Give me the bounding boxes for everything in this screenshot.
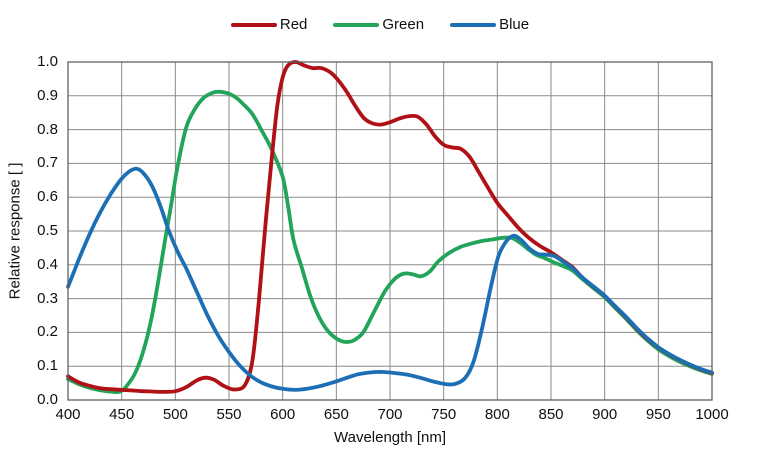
legend-line-green-icon <box>333 22 380 27</box>
x-axis-title: Wavelength [nm] <box>334 429 446 446</box>
x-tick-label: 450 <box>109 406 135 423</box>
y-tick-label: 0.1 <box>37 357 58 375</box>
y-tick-label: 0.5 <box>37 222 58 239</box>
y-tick-label: 0.6 <box>37 188 58 206</box>
x-tick-label: 400 <box>55 406 81 423</box>
legend-label-blue: Blue <box>499 16 530 33</box>
x-tick-label: 750 <box>431 406 457 423</box>
y-tick-label: 0.3 <box>37 289 58 307</box>
curves <box>66 60 714 395</box>
y-tick-label: 0.7 <box>37 154 58 172</box>
y-tick-label: 0.8 <box>37 120 58 138</box>
x-tick-label: 600 <box>270 406 296 423</box>
legend-label-green: Green <box>382 16 425 33</box>
chart-legend: Red Green Blue <box>0 16 760 33</box>
legend-item-red: Red <box>230 16 308 33</box>
x-tick-label: 950 <box>645 406 671 423</box>
legend-line-red-icon <box>230 22 277 27</box>
curve-blue <box>66 166 714 392</box>
x-tick-label: 850 <box>538 406 564 423</box>
x-tick-label: 650 <box>323 406 349 423</box>
legend-item-green: Green <box>333 16 424 33</box>
x-tick-label: 900 <box>592 406 618 423</box>
x-tick-label: 800 <box>484 406 510 423</box>
legend-label-red: Red <box>279 16 308 33</box>
x-tick-label: 700 <box>377 406 403 423</box>
x-tick-label: 500 <box>162 406 188 423</box>
legend-item-blue: Blue <box>450 16 529 33</box>
plot-frame <box>67 61 713 401</box>
x-tick-label: 1000 <box>695 406 729 423</box>
y-tick-label: 0.0 <box>37 391 58 408</box>
y-tick-label: 0.9 <box>37 86 58 104</box>
y-tick-label: 1.0 <box>37 53 58 70</box>
legend-line-blue-icon <box>450 22 497 27</box>
y-tick-label: 0.2 <box>37 323 58 341</box>
y-tick-label: 0.4 <box>37 255 58 273</box>
x-tick-label: 550 <box>216 406 242 423</box>
gridlines <box>67 61 713 401</box>
